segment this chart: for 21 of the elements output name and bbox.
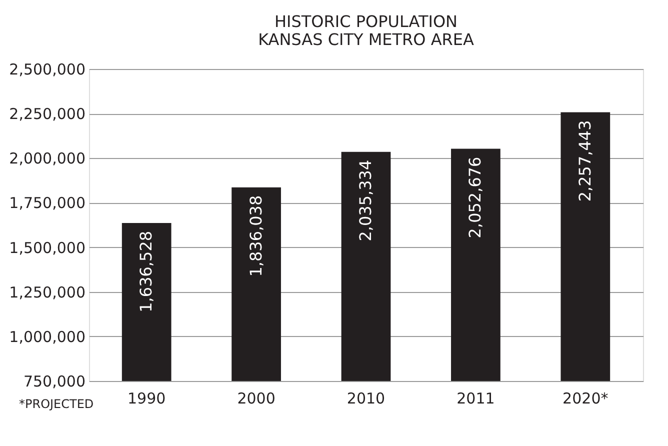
y-tick-label: 2,000,000 — [9, 150, 86, 168]
text: *PROJECTED — [19, 397, 94, 411]
data-label: 2,052,676 — [466, 156, 485, 238]
data-label: 1,836,038 — [246, 195, 266, 277]
x-tick-label: 2000 — [237, 390, 276, 408]
y-tick-label: 750,000 — [23, 372, 86, 390]
x-tick-label: 2020* — [562, 390, 609, 408]
x-tick-label: 2010 — [346, 390, 386, 408]
y-tick-label: 1,250,000 — [9, 283, 86, 302]
x-tick-label: 2011 — [456, 390, 495, 408]
y-tick-label: 1,000,000 — [9, 328, 86, 346]
y-tick-label: 1,500,000 — [9, 238, 86, 257]
text: HISTORIC POPULATION — [274, 12, 458, 31]
text: KANSAS CITY METRO AREA — [258, 30, 474, 49]
y-tick-label: 2,250,000 — [9, 105, 86, 124]
data-label: 2,035,334 — [356, 160, 375, 242]
y-tick-label: 2,500,000 — [9, 60, 86, 78]
data-label: 2,257,443 — [575, 120, 594, 202]
data-label: 1,636,528 — [136, 230, 156, 312]
y-tick-label: 1,750,000 — [9, 194, 86, 212]
x-tick-label: 1990 — [128, 390, 166, 408]
